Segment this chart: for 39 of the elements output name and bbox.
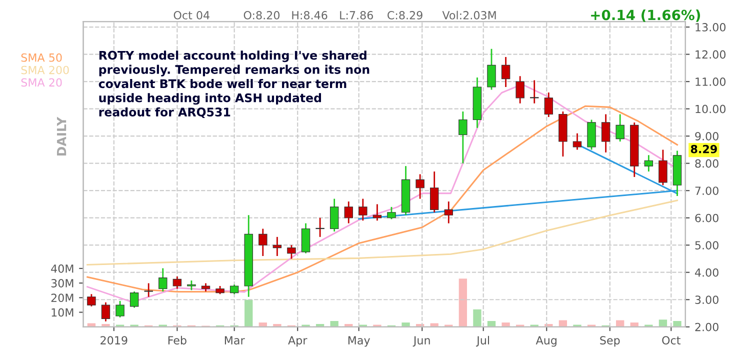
text: C:8.29 [388, 11, 422, 20]
x-tick-label: Oct [662, 336, 680, 345]
y-tick-label: 5.00 [695, 241, 718, 250]
y-tick-label: 6.00 [695, 214, 718, 222]
y2-tick-label: 10M [52, 308, 74, 317]
y-tick-label: 10.00 [696, 104, 726, 114]
text: SMA 200 [21, 66, 69, 74]
text: SMA 20 [21, 78, 62, 87]
y2-tick-label: 30M [51, 279, 74, 288]
x-tick-label: Sep [600, 336, 620, 347]
y-tick-label: 2.00 [695, 322, 718, 332]
text: DAILY [56, 116, 66, 156]
x-tick-label: Aug [536, 336, 556, 347]
x-tick-label: Jul [476, 336, 489, 347]
text: O:8.20 [244, 11, 280, 20]
text: Oct 04 [174, 11, 210, 20]
annotation: 8.29 [690, 144, 717, 154]
annotation: +0.14 (1.66%) [591, 9, 700, 22]
y-tick-label: 8.00 [695, 159, 718, 168]
y2-tick-label: 20M [51, 294, 74, 302]
y-tick-label: 7.00 [695, 186, 718, 195]
y-tick-label: 13.00 [696, 23, 726, 32]
y-tick-label: 3.00 [695, 296, 718, 304]
y-tick-label: 4.00 [694, 268, 718, 277]
text: H:8.46 [292, 11, 328, 20]
y2-tick-label: 40M [51, 264, 74, 273]
x-tick-label: May [348, 336, 370, 347]
x-tick-label: Apr [288, 336, 308, 347]
y-tick-label: 12.00 [696, 50, 726, 59]
annotation: ROTY model account holding I've shared previously. Tempered remarks on its non covalent BTK bode well for near term upside heading into ASH updated readout for ARQ531 [98, 50, 370, 118]
x-tick-label: Mar [224, 336, 245, 345]
text: SMA 50 [21, 53, 62, 62]
x-tick-label: Jun [412, 336, 430, 347]
text: Vol:2.03M [442, 10, 496, 20]
y-tick-label: 11.00 [696, 78, 726, 86]
y-tick-label: 9.00 [695, 132, 718, 140]
text: L:7.86 [340, 11, 373, 20]
x-tick-label: 2019 [100, 336, 128, 345]
x-tick-label: Feb [168, 336, 186, 345]
